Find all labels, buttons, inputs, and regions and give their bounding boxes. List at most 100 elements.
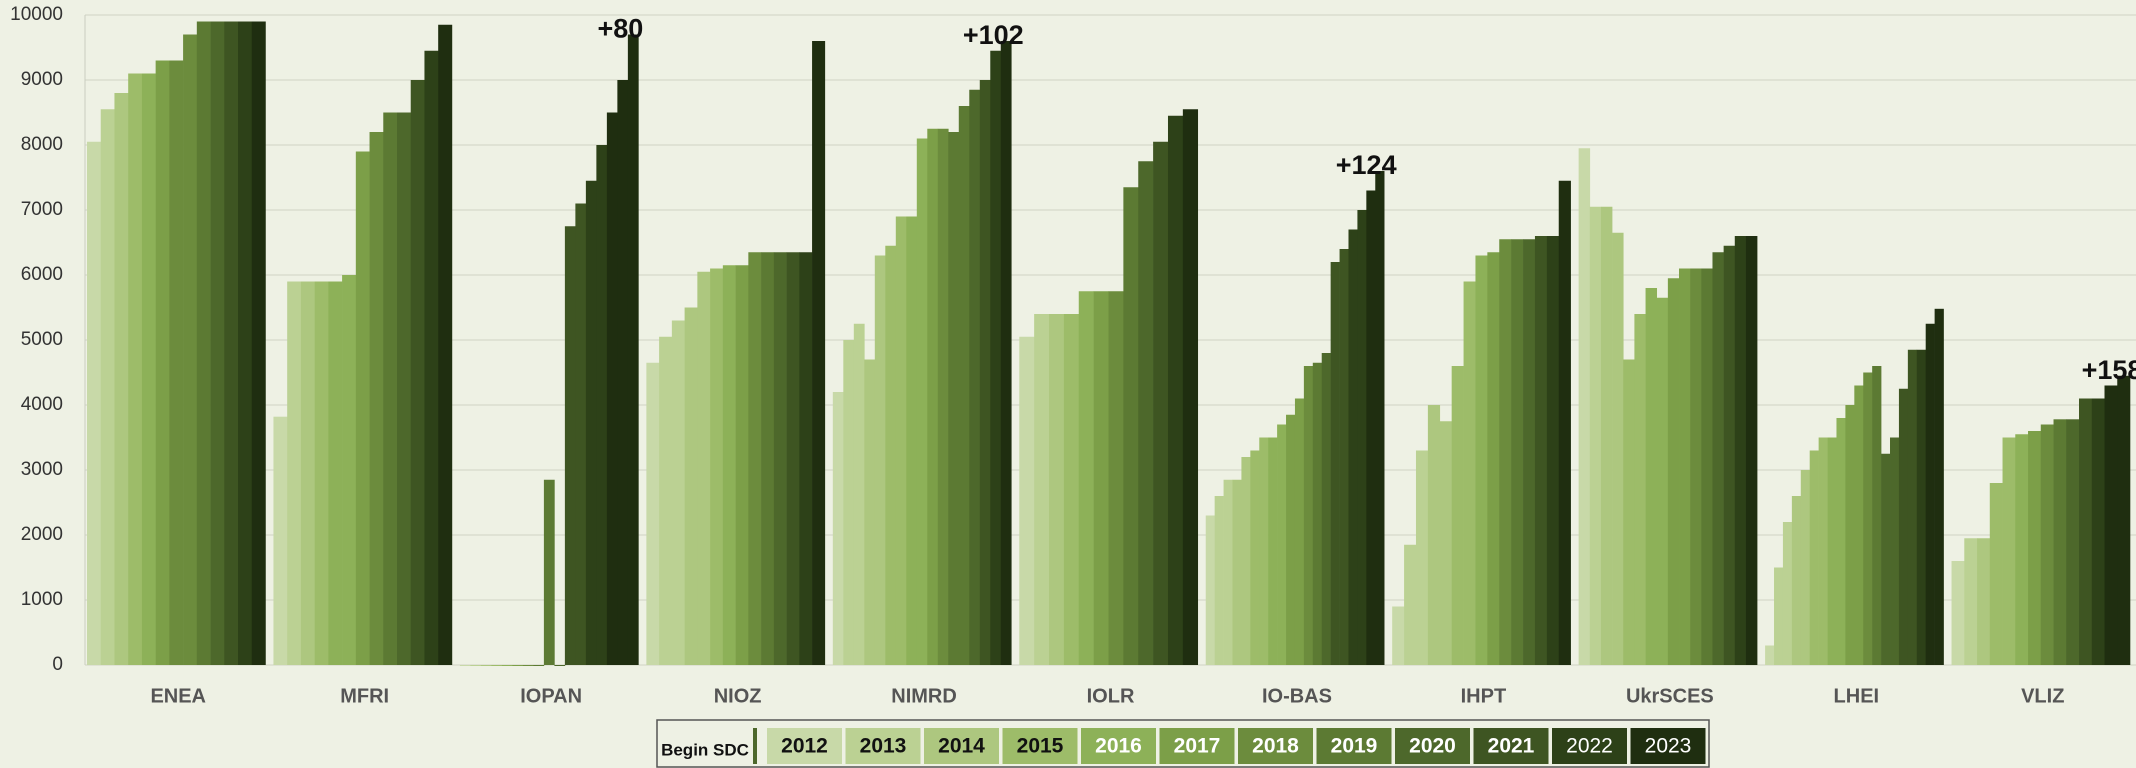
legend-label: 2018 [1252,735,1299,758]
bar [1690,268,1702,665]
bar [1404,544,1417,665]
bar [1286,414,1296,665]
bar [990,50,1002,665]
bar [1782,522,1793,665]
bar [1138,161,1154,665]
bar [1439,421,1452,665]
x-tick-label: IOLR [1087,685,1135,707]
bar [1268,437,1278,665]
bar [1863,372,1873,665]
bar [722,265,736,665]
bar [1800,470,1811,665]
legend-label: 2020 [1409,735,1456,758]
bar [1623,359,1635,665]
bar [196,21,211,665]
bar [1774,567,1784,665]
legend-label: 2016 [1095,735,1142,758]
legend-swatch [1316,728,1392,764]
bar [1427,405,1441,665]
bar [832,392,844,665]
y-tick-label: 0 [52,654,63,675]
bar [585,180,597,665]
bar [2091,398,2105,665]
x-tick-label: NIMRD [891,685,957,707]
bar [1723,245,1736,665]
bar [1259,437,1269,665]
bar [575,203,587,665]
bar [761,252,775,665]
y-tick-label: 4000 [21,394,63,415]
bar [459,665,471,666]
bar [1745,236,1758,665]
bar [1339,249,1349,665]
bar [87,141,102,665]
legend-swatch [1159,728,1235,764]
bar [874,255,886,665]
bar [1303,366,1314,665]
bar [1872,366,1882,665]
bar [843,340,855,665]
bar [1667,278,1680,665]
bar [627,34,639,665]
bar [864,359,876,665]
bar [1277,424,1287,665]
annotation: +124 [1336,150,1397,180]
bar [1645,288,1658,665]
bar [1475,255,1488,665]
bar [1049,314,1065,665]
bar [885,245,897,665]
bar [799,252,813,665]
bar [1907,349,1918,665]
bar [1898,388,1909,665]
bar [1108,291,1124,665]
bar [606,112,618,665]
bar [748,252,762,665]
legend-swatch [924,728,999,764]
bar [671,320,685,665]
x-tick-label: NIOZ [714,685,762,707]
bar [1890,437,1900,665]
y-tick-label: 7000 [21,199,63,220]
bar [1827,437,1837,665]
legend-label: 2014 [938,735,985,758]
bar [1167,115,1184,665]
bar [224,21,239,665]
bar [1818,437,1828,665]
legend-divider [753,728,757,764]
bar [948,132,960,665]
bar [773,252,787,665]
bar [128,73,143,665]
bar [969,89,981,665]
bar [1330,262,1340,665]
bar [522,665,534,666]
bar [155,60,170,665]
legend-swatch [1081,728,1156,764]
bar [238,21,253,665]
annotation: +102 [963,20,1024,50]
legend-swatch [1552,728,1627,764]
legend-label: 2023 [1645,735,1692,758]
bar [554,665,566,666]
bar [1934,308,1944,665]
legend-swatch [1002,728,1078,764]
bar [1093,291,1109,665]
x-tick-label: VLIZ [2021,685,2064,707]
bar [1375,171,1385,665]
bar [210,21,225,665]
bar [1679,268,1691,665]
legend: Begin SDC 2012 2013 2014 2015 2016 2017 2018 201… [656,719,1710,768]
bar [786,252,800,665]
bar [1205,515,1215,665]
bar [2040,424,2054,665]
bar [141,73,156,665]
bar [1600,206,1613,665]
bar [895,216,907,665]
x-tick-label: IOPAN [520,685,582,707]
bar [1123,187,1139,665]
legend-label: 2012 [781,735,828,758]
bar [1182,109,1199,665]
bar [1214,496,1224,665]
annotation: +158 [2082,355,2136,385]
bar [1765,645,1775,665]
